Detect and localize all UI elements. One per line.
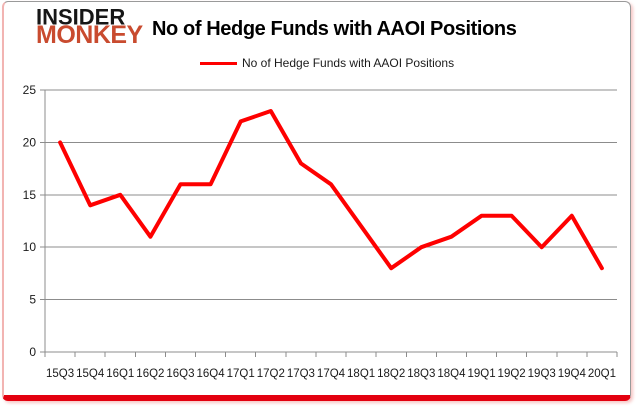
x-axis-label: 16Q4 bbox=[197, 368, 226, 380]
insider-monkey-logo: INSIDER MONKEY bbox=[36, 3, 156, 50]
y-axis-label: 15 bbox=[23, 188, 37, 202]
x-axis-label: 15Q4 bbox=[76, 368, 105, 380]
x-axis-label: 19Q3 bbox=[528, 368, 556, 380]
series-line bbox=[58, 109, 604, 271]
x-axis-label: 16Q3 bbox=[166, 368, 194, 380]
x-axis-label: 17Q4 bbox=[317, 368, 346, 380]
x-axis-label: 18Q4 bbox=[437, 368, 466, 380]
x-axis-label: 16Q2 bbox=[136, 368, 164, 380]
x-axis-label: 20Q1 bbox=[588, 368, 616, 380]
y-axis-label: 25 bbox=[23, 83, 37, 97]
y-axis-label: 0 bbox=[29, 345, 36, 359]
x-axis-label: 19Q1 bbox=[467, 368, 495, 380]
y-axis-label: 5 bbox=[29, 293, 36, 307]
y-axis-label: 10 bbox=[23, 240, 37, 254]
legend: No of Hedge Funds with AAOI Positions bbox=[200, 56, 454, 70]
chart-title: No of Hedge Funds with AAOI Positions bbox=[152, 18, 517, 40]
x-axis-label: 17Q2 bbox=[257, 368, 285, 380]
legend-label: No of Hedge Funds with AAOI Positions bbox=[242, 56, 455, 70]
x-axis-label: 18Q2 bbox=[377, 368, 405, 380]
x-axis-label: 16Q1 bbox=[106, 368, 134, 380]
x-axis-label: 18Q1 bbox=[347, 368, 375, 380]
logo-word-monkey: MONKEY bbox=[36, 21, 143, 50]
y-axis-label: 20 bbox=[23, 135, 37, 149]
x-axis-label: 19Q4 bbox=[558, 368, 587, 380]
logo-word-insider: INSIDER bbox=[36, 3, 126, 30]
x-axis-label: 17Q1 bbox=[227, 368, 255, 380]
x-axis-label: 17Q3 bbox=[287, 368, 315, 380]
x-axis-label: 18Q3 bbox=[407, 368, 435, 380]
x-axis-label: 15Q3 bbox=[46, 368, 74, 380]
x-axis-label: 19Q2 bbox=[498, 368, 526, 380]
legend-line-swatch bbox=[200, 61, 237, 65]
